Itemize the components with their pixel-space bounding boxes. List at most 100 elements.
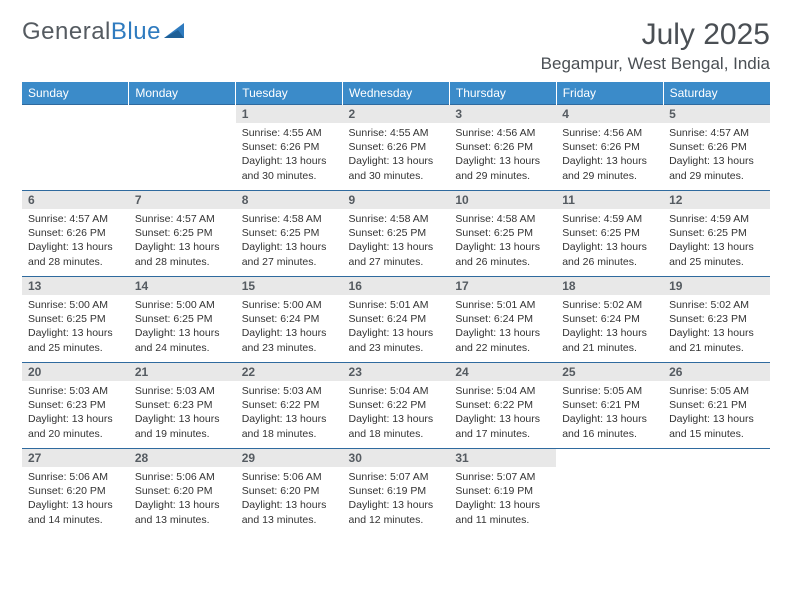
calendar-cell: 23Sunrise: 5:04 AMSunset: 6:22 PMDayligh… bbox=[343, 363, 450, 449]
day-details: Sunrise: 5:05 AMSunset: 6:21 PMDaylight:… bbox=[663, 381, 770, 445]
day-details: Sunrise: 5:02 AMSunset: 6:23 PMDaylight:… bbox=[663, 295, 770, 359]
calendar-cell: 4Sunrise: 4:56 AMSunset: 6:26 PMDaylight… bbox=[556, 105, 663, 191]
day-number: 31 bbox=[449, 449, 556, 467]
day-number: 20 bbox=[22, 363, 129, 381]
logo-text-2: Blue bbox=[111, 18, 161, 46]
calendar-cell: 15Sunrise: 5:00 AMSunset: 6:24 PMDayligh… bbox=[236, 277, 343, 363]
day-number: 11 bbox=[556, 191, 663, 209]
day-number: 12 bbox=[663, 191, 770, 209]
day-details: Sunrise: 5:06 AMSunset: 6:20 PMDaylight:… bbox=[22, 467, 129, 531]
calendar-cell: 10Sunrise: 4:58 AMSunset: 6:25 PMDayligh… bbox=[449, 191, 556, 277]
calendar-cell: 20Sunrise: 5:03 AMSunset: 6:23 PMDayligh… bbox=[22, 363, 129, 449]
day-details: Sunrise: 4:58 AMSunset: 6:25 PMDaylight:… bbox=[236, 209, 343, 273]
day-details: Sunrise: 4:56 AMSunset: 6:26 PMDaylight:… bbox=[556, 123, 663, 187]
day-details: Sunrise: 5:07 AMSunset: 6:19 PMDaylight:… bbox=[343, 467, 450, 531]
day-number: 2 bbox=[343, 105, 450, 123]
day-details: Sunrise: 5:03 AMSunset: 6:23 PMDaylight:… bbox=[129, 381, 236, 445]
day-details: Sunrise: 5:06 AMSunset: 6:20 PMDaylight:… bbox=[236, 467, 343, 531]
day-details: Sunrise: 4:59 AMSunset: 6:25 PMDaylight:… bbox=[663, 209, 770, 273]
day-number: 29 bbox=[236, 449, 343, 467]
weekday-header: Friday bbox=[556, 82, 663, 105]
day-number: 22 bbox=[236, 363, 343, 381]
day-number: 9 bbox=[343, 191, 450, 209]
calendar-row: 20Sunrise: 5:03 AMSunset: 6:23 PMDayligh… bbox=[22, 363, 770, 449]
day-number: 26 bbox=[663, 363, 770, 381]
day-number: 17 bbox=[449, 277, 556, 295]
calendar-cell: 28Sunrise: 5:06 AMSunset: 6:20 PMDayligh… bbox=[129, 449, 236, 535]
calendar-cell bbox=[129, 105, 236, 191]
day-details: Sunrise: 5:05 AMSunset: 6:21 PMDaylight:… bbox=[556, 381, 663, 445]
calendar-cell: 16Sunrise: 5:01 AMSunset: 6:24 PMDayligh… bbox=[343, 277, 450, 363]
day-number: 21 bbox=[129, 363, 236, 381]
calendar-cell: 26Sunrise: 5:05 AMSunset: 6:21 PMDayligh… bbox=[663, 363, 770, 449]
day-number: 16 bbox=[343, 277, 450, 295]
calendar-cell: 11Sunrise: 4:59 AMSunset: 6:25 PMDayligh… bbox=[556, 191, 663, 277]
calendar-cell bbox=[663, 449, 770, 535]
day-number: 10 bbox=[449, 191, 556, 209]
day-details: Sunrise: 5:01 AMSunset: 6:24 PMDaylight:… bbox=[449, 295, 556, 359]
day-details: Sunrise: 5:00 AMSunset: 6:25 PMDaylight:… bbox=[129, 295, 236, 359]
day-number: 7 bbox=[129, 191, 236, 209]
calendar-cell: 30Sunrise: 5:07 AMSunset: 6:19 PMDayligh… bbox=[343, 449, 450, 535]
day-details: Sunrise: 4:59 AMSunset: 6:25 PMDaylight:… bbox=[556, 209, 663, 273]
day-number: 15 bbox=[236, 277, 343, 295]
calendar-row: 13Sunrise: 5:00 AMSunset: 6:25 PMDayligh… bbox=[22, 277, 770, 363]
calendar-cell: 5Sunrise: 4:57 AMSunset: 6:26 PMDaylight… bbox=[663, 105, 770, 191]
calendar-cell: 9Sunrise: 4:58 AMSunset: 6:25 PMDaylight… bbox=[343, 191, 450, 277]
day-number: 24 bbox=[449, 363, 556, 381]
calendar-row: 6Sunrise: 4:57 AMSunset: 6:26 PMDaylight… bbox=[22, 191, 770, 277]
calendar-cell: 24Sunrise: 5:04 AMSunset: 6:22 PMDayligh… bbox=[449, 363, 556, 449]
logo-text-1: General bbox=[22, 18, 111, 46]
calendar-cell: 1Sunrise: 4:55 AMSunset: 6:26 PMDaylight… bbox=[236, 105, 343, 191]
calendar-cell: 7Sunrise: 4:57 AMSunset: 6:25 PMDaylight… bbox=[129, 191, 236, 277]
day-details: Sunrise: 4:57 AMSunset: 6:26 PMDaylight:… bbox=[22, 209, 129, 273]
calendar-cell: 27Sunrise: 5:06 AMSunset: 6:20 PMDayligh… bbox=[22, 449, 129, 535]
weekday-header: Tuesday bbox=[236, 82, 343, 105]
calendar-cell: 13Sunrise: 5:00 AMSunset: 6:25 PMDayligh… bbox=[22, 277, 129, 363]
weekday-header: Saturday bbox=[663, 82, 770, 105]
calendar-body: 1Sunrise: 4:55 AMSunset: 6:26 PMDaylight… bbox=[22, 105, 770, 535]
weekday-header: Wednesday bbox=[343, 82, 450, 105]
calendar-cell: 25Sunrise: 5:05 AMSunset: 6:21 PMDayligh… bbox=[556, 363, 663, 449]
day-details: Sunrise: 4:56 AMSunset: 6:26 PMDaylight:… bbox=[449, 123, 556, 187]
day-number: 23 bbox=[343, 363, 450, 381]
day-number: 1 bbox=[236, 105, 343, 123]
location: Begampur, West Bengal, India bbox=[541, 54, 770, 74]
calendar-cell: 8Sunrise: 4:58 AMSunset: 6:25 PMDaylight… bbox=[236, 191, 343, 277]
calendar-cell: 31Sunrise: 5:07 AMSunset: 6:19 PMDayligh… bbox=[449, 449, 556, 535]
day-number: 13 bbox=[22, 277, 129, 295]
day-details: Sunrise: 4:58 AMSunset: 6:25 PMDaylight:… bbox=[449, 209, 556, 273]
calendar-cell bbox=[556, 449, 663, 535]
calendar-cell: 17Sunrise: 5:01 AMSunset: 6:24 PMDayligh… bbox=[449, 277, 556, 363]
weekday-header: Sunday bbox=[22, 82, 129, 105]
calendar-cell: 22Sunrise: 5:03 AMSunset: 6:22 PMDayligh… bbox=[236, 363, 343, 449]
day-number: 25 bbox=[556, 363, 663, 381]
day-details: Sunrise: 5:03 AMSunset: 6:22 PMDaylight:… bbox=[236, 381, 343, 445]
day-details: Sunrise: 4:57 AMSunset: 6:26 PMDaylight:… bbox=[663, 123, 770, 187]
weekday-header: Monday bbox=[129, 82, 236, 105]
day-number: 28 bbox=[129, 449, 236, 467]
day-details: Sunrise: 5:01 AMSunset: 6:24 PMDaylight:… bbox=[343, 295, 450, 359]
day-details: Sunrise: 5:04 AMSunset: 6:22 PMDaylight:… bbox=[449, 381, 556, 445]
day-number: 8 bbox=[236, 191, 343, 209]
calendar-row: 1Sunrise: 4:55 AMSunset: 6:26 PMDaylight… bbox=[22, 105, 770, 191]
day-details: Sunrise: 5:00 AMSunset: 6:25 PMDaylight:… bbox=[22, 295, 129, 359]
day-number: 5 bbox=[663, 105, 770, 123]
day-number: 6 bbox=[22, 191, 129, 209]
day-details: Sunrise: 5:07 AMSunset: 6:19 PMDaylight:… bbox=[449, 467, 556, 531]
calendar-cell: 6Sunrise: 4:57 AMSunset: 6:26 PMDaylight… bbox=[22, 191, 129, 277]
day-details: Sunrise: 5:03 AMSunset: 6:23 PMDaylight:… bbox=[22, 381, 129, 445]
calendar-cell: 12Sunrise: 4:59 AMSunset: 6:25 PMDayligh… bbox=[663, 191, 770, 277]
calendar-row: 27Sunrise: 5:06 AMSunset: 6:20 PMDayligh… bbox=[22, 449, 770, 535]
calendar-cell: 21Sunrise: 5:03 AMSunset: 6:23 PMDayligh… bbox=[129, 363, 236, 449]
day-details: Sunrise: 5:04 AMSunset: 6:22 PMDaylight:… bbox=[343, 381, 450, 445]
calendar-table: Sunday Monday Tuesday Wednesday Thursday… bbox=[22, 82, 770, 535]
day-number: 4 bbox=[556, 105, 663, 123]
calendar-cell: 2Sunrise: 4:55 AMSunset: 6:26 PMDaylight… bbox=[343, 105, 450, 191]
day-details: Sunrise: 4:57 AMSunset: 6:25 PMDaylight:… bbox=[129, 209, 236, 273]
day-number: 18 bbox=[556, 277, 663, 295]
month-title: July 2025 bbox=[541, 18, 770, 52]
weekday-header: Thursday bbox=[449, 82, 556, 105]
calendar-cell: 19Sunrise: 5:02 AMSunset: 6:23 PMDayligh… bbox=[663, 277, 770, 363]
day-details: Sunrise: 5:06 AMSunset: 6:20 PMDaylight:… bbox=[129, 467, 236, 531]
